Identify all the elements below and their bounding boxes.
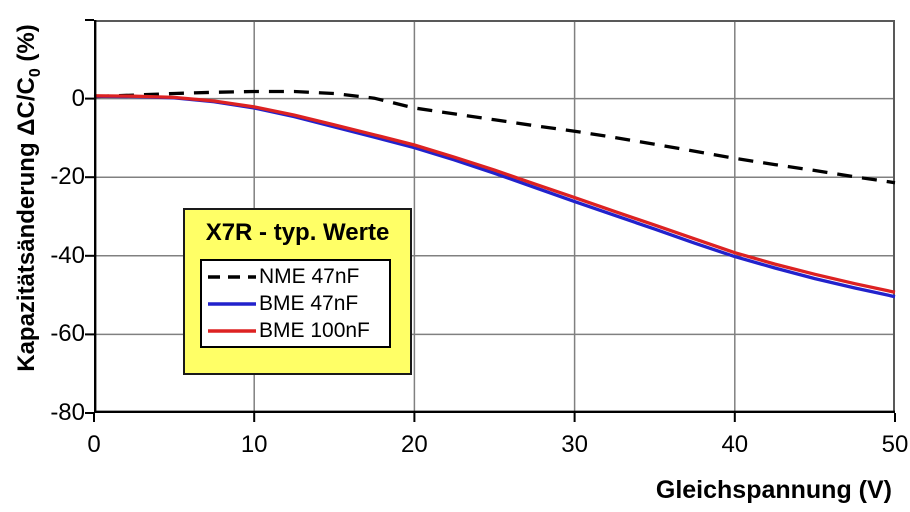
legend-entry-bme-47nf: BME 47nF [202,292,389,316]
legend-sample-line [208,301,256,306]
legend-sample-line [208,328,256,333]
x-tick-label: 0 [87,431,101,458]
legend-entry-label: BME 100nF [259,318,370,342]
series-bme-100nf-curve [93,94,896,294]
x-tick-label: 30 [561,431,588,458]
y-tick-label: -40 [50,241,85,269]
y-axis-title-subscript: 0 [26,68,44,78]
x-tick-label: 40 [721,431,749,458]
y-tick-label: 0 [71,84,85,112]
x-tick-label: 10 [240,431,268,458]
legend-entry-label: NME 47nF [259,264,360,288]
x-tick-label: 20 [401,431,428,458]
plot-area [85,19,896,422]
x-axis-title: Gleichspannung (V) [655,476,892,504]
legend-entry-bme-100nf: BME 100nF [202,319,389,343]
y-tick-label: -80 [50,399,85,426]
legend-entry-label: BME 47nF [259,291,359,315]
x-tick-label: 50 [881,431,909,458]
legend-sample-line [208,274,256,279]
legend-entries: NME 47nF BME 47nF BME 100nF [200,259,391,348]
legend-title: X7R - typ. Werte [205,219,390,246]
legend: X7R - typ. Werte NME 47nF BME 47nF BME 100… [183,208,412,375]
y-axis-title-unit: (%) [13,24,40,69]
y-tick-label: -20 [50,163,85,191]
legend-entry-nme-47nf: NME 47nF [202,265,389,289]
series-nme-47nf-curve [93,89,896,185]
y-tick-label: -60 [50,320,85,348]
